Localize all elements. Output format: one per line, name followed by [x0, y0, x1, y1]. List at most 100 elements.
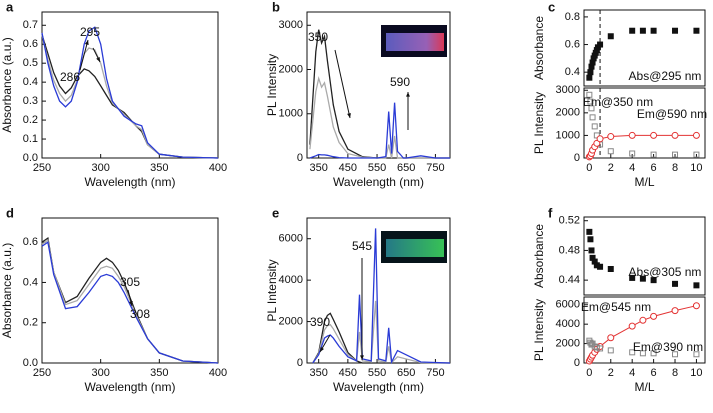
y-tick-label: 0.6: [23, 38, 38, 50]
y-tick-label: 0.0: [23, 357, 38, 369]
annotation: 590: [390, 75, 410, 89]
y-tick-label: 1000: [556, 129, 580, 141]
x-tick-label: 450: [339, 162, 357, 174]
plot-frame: [41, 11, 219, 159]
x-tick-label: 650: [397, 162, 415, 174]
point: [587, 98, 594, 105]
annotation: 286: [60, 70, 80, 84]
y-tick-label: 0.48: [559, 244, 580, 256]
point: [597, 41, 604, 48]
point: [639, 316, 647, 324]
x-tick-label: 350: [150, 367, 168, 379]
point: [629, 274, 636, 281]
point: [639, 275, 646, 282]
point: [588, 63, 595, 70]
y-axis-label: Absorbance: [532, 16, 546, 80]
arrow-head: [84, 40, 89, 45]
x-tick-label: 350: [150, 162, 168, 174]
y-tick-label: 2000: [556, 107, 580, 119]
y-tick-label: 2000: [279, 315, 303, 327]
point: [650, 350, 657, 357]
point: [639, 350, 646, 357]
point: [586, 228, 593, 235]
x-tick-label: 300: [91, 367, 109, 379]
point: [629, 349, 636, 356]
arrow-head: [96, 57, 100, 62]
point: [591, 258, 598, 265]
point: [628, 322, 636, 330]
series-group: [312, 228, 451, 365]
y-tick-label: 1000: [279, 108, 303, 120]
y-tick-label: 2000: [556, 337, 580, 349]
x-tick-label: 4: [629, 162, 635, 174]
point: [692, 302, 700, 310]
point: [607, 33, 614, 40]
annotation: 295: [80, 25, 100, 39]
panel-label: d: [6, 205, 14, 220]
arrow-head: [320, 347, 325, 352]
point: [589, 114, 596, 121]
plot-frame: [583, 216, 706, 296]
y-tick-label: 0.1: [23, 133, 38, 145]
point: [588, 247, 595, 254]
arrow: [79, 39, 89, 71]
arrow-head: [128, 301, 133, 306]
y-tick-label: 3000: [556, 84, 580, 96]
y-tick-label: 0: [574, 152, 580, 164]
x-axis-label: Wavelength (nm): [85, 175, 176, 189]
point: [607, 148, 614, 155]
annotation: 350: [308, 30, 328, 44]
y-axis-label: PL Intensity: [532, 299, 546, 361]
series-group: [41, 236, 219, 364]
annotation: 308: [130, 307, 150, 321]
x-tick-label: 4: [629, 367, 635, 379]
x-tick-label: 6: [651, 367, 657, 379]
y-tick-label: 0.52: [559, 215, 580, 227]
x-tick-label: 550: [368, 367, 386, 379]
point: [693, 27, 700, 34]
point: [586, 91, 593, 98]
point: [650, 131, 658, 139]
x-tick-label: 0: [586, 367, 592, 379]
annotation: 305: [120, 275, 140, 289]
y-tick-label: 0: [297, 357, 303, 369]
point: [597, 263, 604, 270]
annotation: 545: [352, 239, 372, 253]
point: [671, 131, 679, 139]
point: [589, 254, 596, 261]
series-group: [41, 26, 219, 159]
point: [597, 345, 604, 352]
y-tick-label: 0.6: [23, 236, 38, 248]
plot-frame: [583, 9, 706, 87]
point: [596, 135, 604, 143]
x-tick-label: 400: [209, 162, 227, 174]
x-tick-label: 350: [309, 367, 327, 379]
point: [650, 312, 658, 320]
annotation: Em@545 nm: [581, 300, 651, 314]
y-tick-label: 0: [574, 357, 580, 369]
point: [672, 27, 679, 34]
series-line: [312, 300, 451, 364]
panel-label: c: [548, 0, 555, 14]
y-tick-label: 0.5: [23, 57, 38, 69]
y-tick-label: 4000: [556, 318, 580, 330]
x-tick-label: 750: [426, 367, 444, 379]
y-tick-label: 6000: [556, 299, 580, 311]
annotation: Abs@295 nm: [629, 69, 702, 83]
series-line: [312, 228, 451, 365]
y-tick-label: 0.4: [565, 66, 580, 78]
plot-frame: [583, 87, 706, 159]
point: [589, 59, 596, 66]
point: [639, 27, 646, 34]
point: [629, 27, 636, 34]
series-line: [309, 102, 450, 159]
point: [672, 151, 679, 158]
x-tick-label: 650: [397, 367, 415, 379]
point: [588, 105, 595, 112]
y-tick-label: 0.8: [565, 11, 580, 23]
annotation: 390: [310, 315, 330, 329]
y-tick-label: 3000: [279, 19, 303, 31]
y-tick-label: 0.44: [559, 274, 580, 286]
point: [607, 133, 615, 141]
y-axis-label: PL Intensity: [265, 54, 279, 116]
